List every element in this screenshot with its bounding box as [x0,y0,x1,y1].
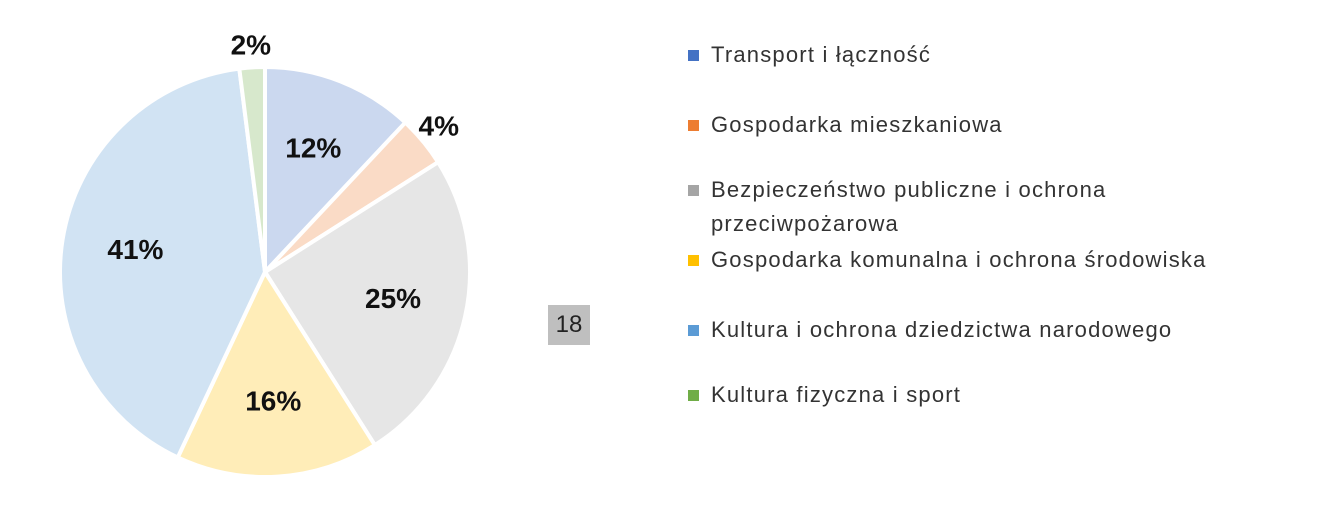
slice-label: 2% [231,29,272,60]
pie-slice [237,64,267,273]
legend-swatch [688,185,699,196]
legend-item: Gospodarka komunalna i ochrona środowisk… [688,243,1278,277]
legend-swatch [688,325,699,336]
slice-label: 16% [245,385,301,416]
pie-slice [175,267,378,479]
legend-item: Kultura fizyczna i sport [688,378,1278,412]
legend-item: Kultura i ochrona dziedzictwa narodowego [688,313,1278,347]
legend-swatch [688,120,699,131]
pie-slice [263,64,409,278]
slice-label: 41% [107,234,163,265]
slide-number: 18 [548,305,590,345]
pie-chart: 12% 4% 25% 16% 41% 2% [58,29,472,479]
pie-slice [58,66,268,461]
legend-label: Kultura i ochrona dziedzictwa narodowego [711,317,1173,342]
legend-item: Bezpieczeństwo publiczne i ochrona przec… [688,173,1278,241]
slice-label: 4% [419,111,460,142]
legend-item: Gospodarka mieszkaniowa [688,108,1278,142]
legend-label: Kultura fizyczna i sport [711,382,962,407]
legend-label: Gospodarka mieszkaniowa [711,112,1003,137]
legend-swatch [688,255,699,266]
legend-swatch [688,50,699,61]
slice-label: 12% [285,132,341,163]
legend-item: Transport i łączność [688,38,1278,72]
legend-label: Gospodarka komunalna i ochrona środowisk… [711,247,1207,272]
pie-slice [262,159,472,448]
legend-label: Bezpieczeństwo publiczne i ochrona przec… [711,177,1107,236]
legend-label: Transport i łączność [711,42,932,67]
legend-swatch [688,390,699,401]
slice-label: 25% [365,283,421,314]
